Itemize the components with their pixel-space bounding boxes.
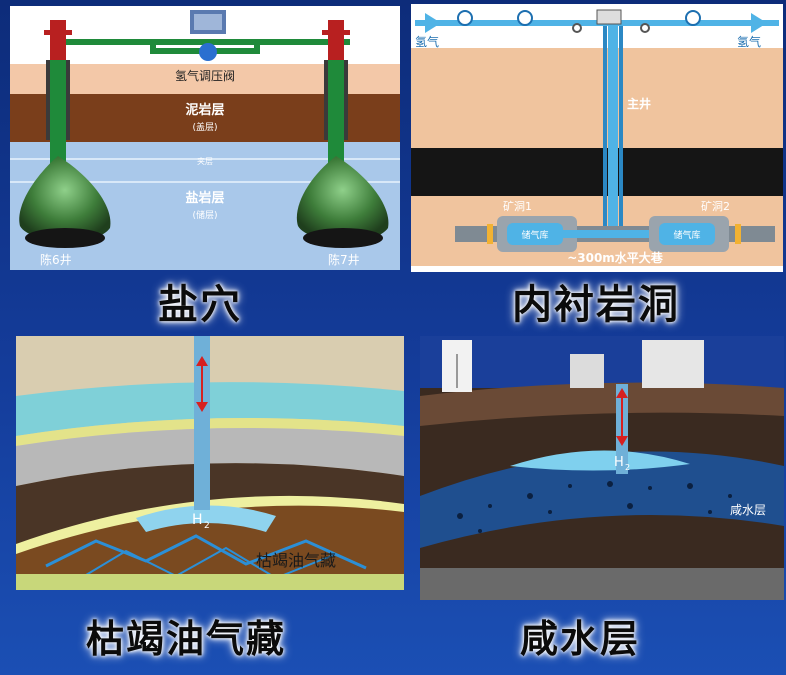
- saline-aquifer-panel: H 2 咸水层: [420, 336, 784, 600]
- mudstone-label: 泥岩层: [185, 102, 224, 118]
- factory-icon: [642, 340, 704, 388]
- caption-salt-cavern: 盐穴: [158, 282, 242, 328]
- depleted-reservoir-diagram: H 2 枯竭油气藏: [16, 336, 404, 590]
- h2-in-label: 氢气: [415, 34, 439, 49]
- wellhead-icon: [328, 20, 344, 60]
- store2-label: 储气库: [673, 229, 700, 241]
- storage-cavern-1: [507, 223, 563, 245]
- well-bore: [194, 336, 210, 510]
- h2-subscript: 2: [204, 521, 210, 531]
- interlayer-label: 夹层: [197, 156, 213, 166]
- well-left-label: 陈6井: [40, 252, 72, 267]
- pore-dots: [457, 481, 732, 533]
- well-right-label: 陈7井: [328, 252, 360, 267]
- regulator-label: 氢气调压阀: [175, 68, 235, 83]
- gauge-icon: [517, 10, 533, 26]
- lined-rock-cavern-panel: 氢气 氢气 主井 矿洞1 矿洞2 储气库 储气库 ~300m水平大巷: [411, 4, 783, 272]
- h2-label: H: [614, 455, 624, 470]
- well-pipe: [50, 60, 66, 164]
- fracture-network: [45, 534, 367, 570]
- salt-cavity-right: [296, 156, 389, 242]
- h2-out-label: 氢气: [737, 34, 761, 49]
- well-left: [44, 20, 72, 164]
- saline-aquifer-layer: [420, 451, 784, 548]
- storage-cavern-2: [659, 223, 715, 245]
- valve-icon: [199, 43, 217, 61]
- h2-label: H: [192, 512, 203, 528]
- gauge-icon: [457, 10, 473, 26]
- caption-lined-rock-cavern: 内衬岩洞: [512, 282, 680, 328]
- wellhead-icon: [50, 20, 66, 60]
- arrow-out-icon: [751, 13, 767, 33]
- tunnel1-label: 矿洞1: [503, 200, 532, 213]
- upper-rock-layer: [411, 48, 783, 148]
- salt-cavern-panel: 氢气调压阀 泥岩层 (盖层) 夹层 盐岩层 (储层) 陈6井 陈7井: [10, 6, 400, 270]
- caption-depleted-reservoir: 枯竭油气藏: [86, 617, 287, 661]
- surface-layer: [420, 382, 784, 426]
- salt-sub-label: (储层): [192, 209, 217, 221]
- main-shaft-label: 主井: [627, 96, 651, 111]
- main-shaft: [608, 26, 618, 234]
- compressor-icon: [596, 9, 622, 25]
- city-icon: [570, 354, 604, 388]
- salt-cavity-left: [19, 156, 111, 242]
- gallery-label: ~300m水平大巷: [567, 250, 664, 265]
- h2-subscript: 2: [625, 463, 630, 472]
- mudstone-sub-label: (盖层): [192, 121, 217, 133]
- aquifer-label: 咸水层: [730, 503, 766, 517]
- valve-icon: [572, 23, 582, 33]
- caption-saline-aquifer: 咸水层: [520, 617, 641, 661]
- reservoir-label: 枯竭油气藏: [256, 551, 336, 570]
- arrow-in-icon: [425, 13, 441, 33]
- hydrogen-zone: [510, 450, 690, 471]
- lined-rock-cavern-diagram: 氢气 氢气 主井 矿洞1 矿洞2 储气库 储气库 ~300m水平大巷: [411, 4, 783, 272]
- depleted-reservoir-panel: H 2 枯竭油气藏: [16, 336, 404, 590]
- valve-icon: [640, 23, 650, 33]
- salt-cavern-diagram: 氢气调压阀 泥岩层 (盖层) 夹层 盐岩层 (储层) 陈6井 陈7井: [10, 6, 400, 270]
- well-right: [322, 20, 350, 164]
- well-pipe: [328, 60, 344, 164]
- hydrogen-zone: [136, 505, 276, 532]
- store1-label: 储气库: [521, 229, 548, 241]
- gauge-icon: [685, 10, 701, 26]
- saline-aquifer-diagram: H 2 咸水层: [420, 336, 784, 600]
- surface-pipeline: [58, 39, 350, 45]
- tunnel2-label: 矿洞2: [701, 200, 730, 213]
- salt-label: 盐岩层: [185, 190, 224, 206]
- dark-rock-layer: [411, 148, 783, 196]
